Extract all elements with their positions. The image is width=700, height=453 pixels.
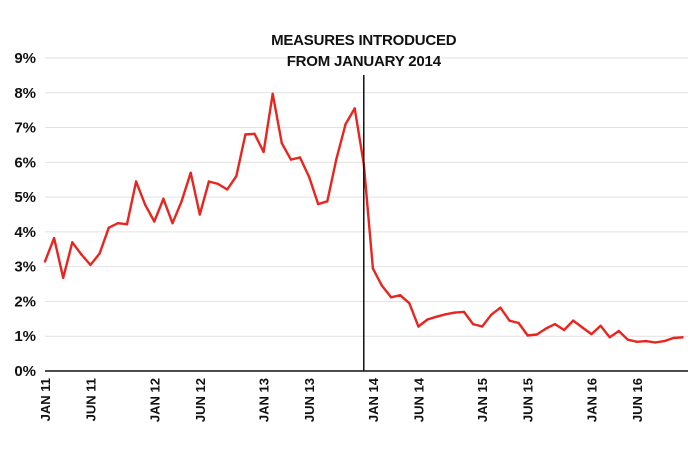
data-point: [280, 142, 283, 145]
y-tick-label: 0%: [14, 363, 36, 380]
data-point: [644, 339, 648, 343]
y-tick-label: 2%: [14, 293, 36, 310]
data-point: [344, 122, 347, 126]
data-point: [663, 339, 666, 343]
data-point: [681, 336, 684, 339]
data-point: [80, 253, 83, 256]
data-point: [617, 329, 620, 333]
x-tick-label: JUN 11: [84, 378, 99, 421]
y-axis-tick-labels: 0% 1% 2% 3% 4% 5% 6% 7% 8% 9%: [14, 50, 36, 380]
data-point: [134, 180, 138, 183]
data-point: [526, 334, 529, 337]
x-tick-label: JAN 16: [584, 378, 599, 422]
data-point: [89, 263, 92, 267]
x-tick-label: JAN 12: [147, 378, 162, 422]
data-point: [426, 318, 429, 321]
x-tick-label: JUN 14: [411, 377, 426, 422]
data-point: [499, 306, 502, 309]
data-point: [253, 132, 256, 135]
data-point: [417, 325, 420, 328]
data-point: [98, 252, 101, 255]
data-point: [626, 338, 630, 341]
y-tick-label: 3%: [14, 259, 36, 276]
x-tick-label: JUN 13: [302, 378, 317, 422]
y-tick-label: 1%: [14, 328, 36, 345]
data-point: [298, 156, 302, 159]
data-point: [399, 294, 402, 297]
data-point: [107, 226, 111, 229]
data-point: [654, 341, 657, 344]
data-point: [481, 325, 484, 328]
data-point: [244, 133, 247, 136]
y-tick-label: 6%: [14, 154, 36, 171]
data-point: [517, 321, 520, 325]
x-tick-label: JUN 15: [521, 378, 536, 422]
data-point: [125, 223, 129, 226]
data-point: [590, 332, 593, 336]
y-tick-label: 5%: [14, 189, 36, 206]
data-point: [471, 322, 475, 326]
annotation-line-1: MEASURES INTRODUCED: [271, 32, 457, 49]
data-point: [153, 220, 156, 223]
data-point: [553, 322, 557, 326]
data-point: [444, 313, 447, 316]
data-point: [453, 311, 456, 314]
data-point: [608, 336, 611, 339]
y-tick-label: 7%: [14, 120, 36, 137]
data-point: [462, 310, 466, 314]
data-point: [207, 180, 211, 183]
data-point: [116, 222, 120, 225]
data-point: [216, 182, 220, 186]
x-tick-label: JAN 11: [38, 378, 53, 421]
x-axis-tick-labels: JAN 11 JUN 11 JAN 12 JUN 12 JAN 13 JUN 13 JAN …: [38, 377, 645, 422]
data-point: [189, 171, 192, 174]
data-point: [307, 175, 311, 179]
data-point: [490, 313, 493, 316]
y-tick-label: 9%: [14, 50, 36, 67]
data-point: [289, 158, 293, 161]
data-point: [380, 284, 384, 287]
data-point: [335, 157, 338, 161]
data-point: [226, 188, 229, 191]
y-tick-label: 8%: [14, 85, 36, 102]
data-point: [635, 340, 639, 343]
data-point: [198, 213, 201, 216]
data-point: [144, 203, 147, 206]
x-tick-label: JAN 13: [257, 378, 272, 422]
data-point: [535, 333, 538, 336]
data-point: [52, 236, 56, 240]
data-point: [562, 328, 566, 332]
y-tick-label: 4%: [14, 224, 36, 241]
annotation-line-2: FROM JANUARY 2014: [287, 53, 442, 70]
x-tick-label: JAN 15: [475, 378, 490, 422]
data-point: [353, 107, 356, 110]
x-tick-label: JUN 16: [630, 378, 645, 422]
data-point: [389, 296, 393, 299]
data-point: [508, 319, 511, 322]
x-tick-label: JAN 14: [366, 377, 381, 422]
data-point: [180, 200, 183, 203]
data-point: [71, 241, 74, 244]
data-point: [62, 276, 65, 279]
data-point: [371, 267, 375, 270]
data-point: [171, 222, 174, 225]
data-point: [599, 324, 602, 327]
data-point: [235, 175, 238, 178]
data-point: [162, 197, 165, 200]
data-point: [581, 326, 584, 329]
x-tick-label: JUN 12: [193, 378, 208, 422]
data-point: [544, 327, 548, 330]
data-point: [408, 302, 411, 305]
data-point: [271, 92, 274, 96]
data-point: [43, 260, 47, 263]
data-point: [326, 200, 329, 203]
data-point: [435, 315, 438, 318]
data-point: [317, 202, 320, 206]
data-point: [572, 319, 575, 322]
data-point: [672, 336, 675, 340]
data-point: [262, 150, 265, 154]
